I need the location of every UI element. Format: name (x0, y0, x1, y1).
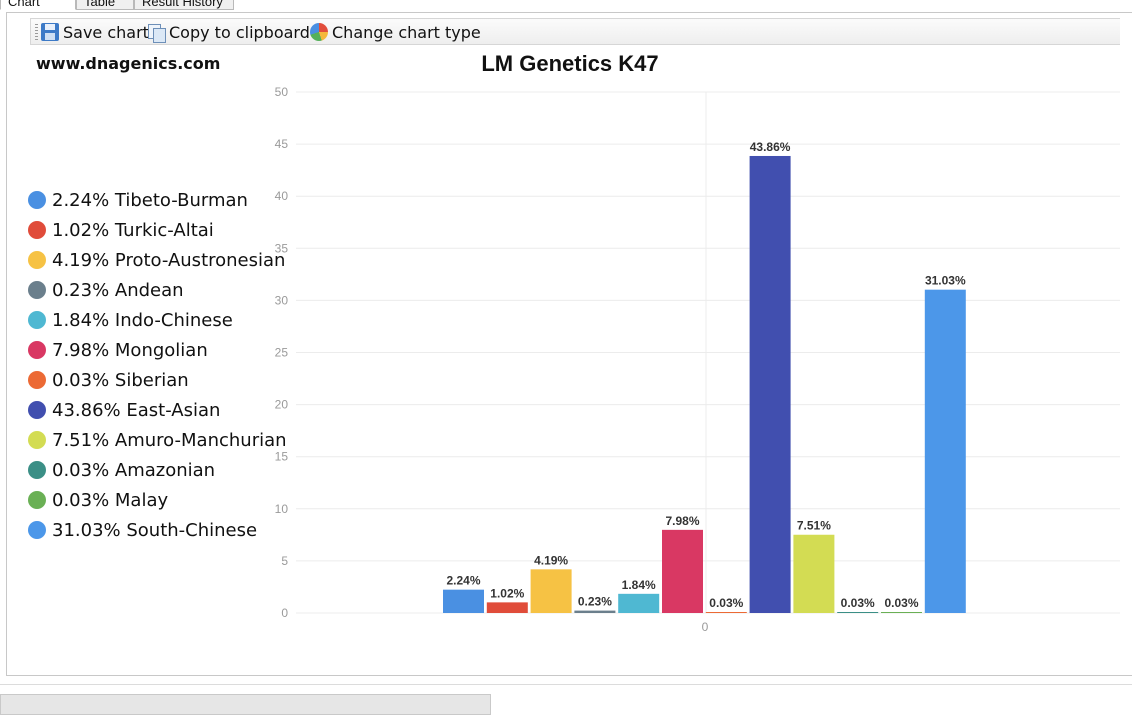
data-label: 1.84% (622, 578, 656, 592)
y-tick-label: 10 (275, 502, 289, 516)
legend-dot-icon (28, 401, 46, 419)
copy-to-clipboard-label: Copy to clipboard (169, 22, 310, 42)
bar-indo-chinese[interactable] (618, 593, 660, 613)
legend-dot-icon (28, 281, 46, 299)
data-label: 31.03% (925, 274, 966, 288)
save-chart-button[interactable]: Save chart (41, 22, 149, 42)
y-tick-label: 30 (275, 293, 289, 307)
legend-item[interactable]: 1.84% Indo-Chinese (28, 305, 287, 335)
y-tick-label: 25 (275, 346, 289, 360)
legend-item[interactable]: 31.03% South-Chinese (28, 515, 287, 545)
change-chart-type-button[interactable]: Change chart type (310, 22, 481, 42)
y-tick-label: 50 (275, 85, 289, 99)
y-tick-label: 45 (275, 137, 289, 151)
legend-item[interactable]: 0.03% Amazonian (28, 455, 287, 485)
legend-dot-icon (28, 221, 46, 239)
copy-to-clipboard-button[interactable]: Copy to clipboard (147, 22, 310, 43)
legend-label: 1.84% Indo-Chinese (52, 309, 233, 331)
legend-dot-icon (28, 431, 46, 449)
legend-label: 0.03% Siberian (52, 369, 189, 391)
legend-label: 0.23% Andean (52, 279, 184, 301)
data-label: 2.24% (446, 574, 480, 588)
chart-toolbar: Save chart Copy to clipboard Change char… (30, 18, 1120, 45)
bar-siberian[interactable] (705, 612, 747, 613)
bar-malay[interactable] (881, 612, 922, 613)
bar-tibeto-burman[interactable] (443, 589, 484, 613)
x-axis-ticks: 0 (702, 620, 709, 634)
legend-dot-icon (28, 521, 46, 539)
legend-label: 0.03% Amazonian (52, 459, 216, 481)
legend-label: 4.19% Proto-Austronesian (52, 249, 286, 271)
bottom-divider (0, 684, 1132, 685)
tab-chart[interactable]: Chart (0, 0, 76, 10)
legend-label: 7.51% Amuro-Manchurian (52, 429, 287, 451)
y-axis-ticks: 0 5 10 15 20 25 30 35 40 45 50 (275, 85, 289, 620)
data-label: 0.03% (884, 596, 918, 610)
legend-dot-icon (28, 251, 46, 269)
legend-label: 43.86% East-Asian (52, 399, 221, 421)
data-labels: 2.24% 1.02% 4.19% 0.23% 1.84% 7.98% 0.03% 43.86… (446, 140, 965, 610)
data-label: 7.98% (665, 514, 699, 528)
legend-item[interactable]: 43.86% East-Asian (28, 395, 287, 425)
chart-legend: 2.24% Tibeto-Burman 1.02% Turkic-Altai 4.1… (28, 185, 287, 545)
data-label: 7.51% (797, 519, 831, 533)
copy-icon (147, 23, 166, 43)
y-tick-label: 35 (275, 241, 289, 255)
bar-turkic-altai[interactable] (486, 602, 528, 613)
legend-item[interactable]: 1.02% Turkic-Altai (28, 215, 287, 245)
legend-label: 7.98% Mongolian (52, 339, 208, 361)
legend-dot-icon (28, 371, 46, 389)
legend-item[interactable]: 0.23% Andean (28, 275, 287, 305)
bar-proto-austronesian[interactable] (530, 569, 572, 613)
data-label: 0.23% (578, 595, 612, 609)
legend-item[interactable]: 0.03% Siberian (28, 365, 287, 395)
save-chart-label: Save chart (63, 22, 149, 42)
bar-andean[interactable] (574, 610, 616, 613)
bar-mongolian[interactable] (662, 529, 703, 613)
site-watermark: www.dnagenics.com (36, 54, 221, 73)
bar-south-chinese[interactable] (924, 289, 966, 613)
data-label: 0.03% (709, 596, 743, 610)
toolbar-grip[interactable] (35, 24, 38, 40)
legend-item[interactable]: 7.51% Amuro-Manchurian (28, 425, 287, 455)
change-chart-type-label: Change chart type (332, 22, 481, 42)
x-tick-label: 0 (702, 620, 709, 634)
data-label: 4.19% (534, 553, 568, 567)
legend-item[interactable]: 4.19% Proto-Austronesian (28, 245, 287, 275)
pie-chart-icon (310, 23, 328, 41)
y-tick-label: 40 (275, 189, 289, 203)
chart-title: LM Genetics K47 (481, 51, 658, 76)
legend-dot-icon (28, 461, 46, 479)
data-label: 43.86% (750, 140, 791, 154)
bar-amuro-manchurian[interactable] (793, 534, 835, 613)
legend-dot-icon (28, 491, 46, 509)
legend-item[interactable]: 7.98% Mongolian (28, 335, 287, 365)
legend-label: 1.02% Turkic-Altai (52, 219, 214, 241)
bar-series (443, 155, 966, 613)
y-tick-label: 15 (275, 450, 289, 464)
y-tick-label: 0 (281, 606, 288, 620)
legend-dot-icon (28, 311, 46, 329)
bar-east-asian[interactable] (749, 155, 791, 613)
legend-dot-icon (28, 191, 46, 209)
legend-label: 0.03% Malay (52, 489, 169, 511)
legend-label: 31.03% South-Chinese (52, 519, 258, 541)
legend-dot-icon (28, 341, 46, 359)
legend-item[interactable]: 2.24% Tibeto-Burman (28, 185, 287, 215)
data-label: 1.02% (490, 586, 524, 600)
chart-grid (296, 91, 1120, 614)
legend-label: 2.24% Tibeto-Burman (52, 189, 248, 211)
bar-amazonian[interactable] (837, 612, 879, 613)
y-tick-label: 20 (275, 398, 289, 412)
save-icon (41, 23, 59, 41)
horizontal-scrollbar[interactable] (0, 694, 491, 715)
data-label: 0.03% (841, 596, 875, 610)
tab-table[interactable]: Table (76, 0, 134, 10)
y-tick-label: 5 (281, 554, 288, 568)
legend-item[interactable]: 0.03% Malay (28, 485, 287, 515)
tab-result-history[interactable]: Result History (134, 0, 234, 10)
